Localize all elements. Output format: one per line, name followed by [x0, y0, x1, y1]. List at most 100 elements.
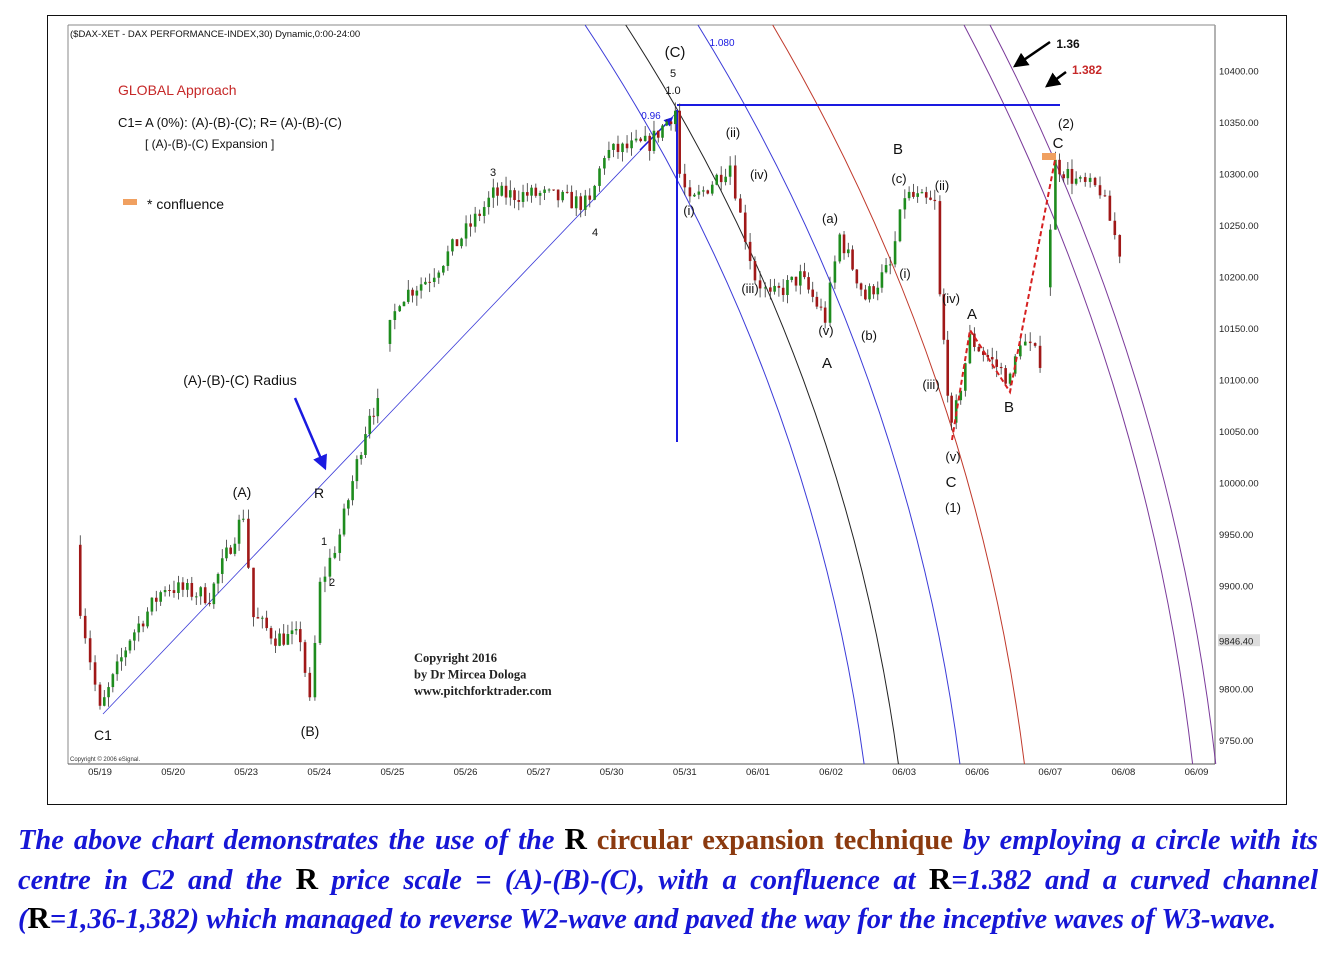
candle — [798, 271, 802, 286]
candle — [688, 187, 692, 197]
x-tick-label: 06/09 — [1185, 767, 1209, 778]
candle — [521, 192, 525, 202]
candle — [1078, 177, 1082, 179]
esignal-copyright: Copyright © 2006 eSignal. — [70, 756, 140, 763]
candle — [728, 165, 732, 177]
caption-text: The above chart demonstrates the use of … — [18, 825, 565, 856]
wave-label: 3 — [490, 167, 496, 179]
y-tick-label: 9800.00 — [1219, 685, 1253, 696]
candle — [933, 199, 937, 202]
candle — [252, 567, 255, 618]
wave-label: (iv) — [942, 291, 960, 306]
candle — [88, 638, 92, 663]
wave-label: (iii) — [922, 377, 939, 392]
candle — [893, 241, 897, 265]
candle — [233, 543, 237, 554]
x-tick-label: 06/08 — [1112, 767, 1136, 778]
candle — [561, 191, 564, 201]
y-tick-label: 10400.00 — [1219, 67, 1259, 78]
candle — [298, 629, 302, 643]
wave-label: R — [314, 485, 324, 501]
candle — [355, 459, 359, 482]
candle — [888, 264, 892, 266]
candle — [583, 195, 587, 210]
x-tick-label: 06/02 — [819, 767, 843, 778]
candle — [237, 519, 241, 544]
candle — [959, 390, 963, 401]
candle — [634, 138, 638, 141]
caption-text: =1.382 and a curved channel ( — [18, 864, 1319, 936]
candle — [973, 333, 976, 347]
wave-label: (iv) — [750, 167, 768, 182]
candle — [303, 642, 307, 673]
candle — [815, 296, 819, 307]
candle — [141, 623, 145, 627]
candle — [706, 190, 710, 194]
candle — [269, 628, 273, 639]
candle — [194, 596, 198, 598]
candle — [693, 194, 696, 197]
candle — [838, 234, 842, 262]
wave-label: 5 — [670, 68, 676, 80]
y-tick-label: 9846.40 — [1219, 637, 1253, 648]
candle — [748, 241, 752, 262]
dax-chart: ($DAX-XET - DAX PERFORMANCE-INDEX,30) Dy… — [67, 24, 1260, 778]
arrow-1-36 — [1012, 40, 1051, 68]
candle — [451, 239, 454, 252]
candle — [1066, 168, 1070, 179]
candle — [950, 395, 953, 423]
candle — [739, 198, 742, 213]
candle — [265, 617, 268, 629]
candle — [794, 276, 798, 286]
wave-label: (i) — [683, 203, 695, 218]
wave-label: (C) — [665, 44, 686, 61]
wave-label: A — [967, 306, 977, 323]
candle — [1118, 235, 1122, 257]
candle — [286, 634, 290, 645]
candle — [469, 223, 472, 227]
candle — [107, 687, 110, 698]
candle — [120, 657, 123, 662]
expansion-arc — [697, 24, 961, 765]
candle — [593, 185, 596, 200]
x-tick-label: 05/20 — [161, 767, 185, 778]
candle — [115, 661, 119, 675]
candle — [212, 583, 216, 605]
candle — [482, 207, 486, 216]
x-tick-label: 05/19 — [88, 767, 112, 778]
candle — [359, 455, 363, 460]
caption-r: R — [295, 860, 318, 896]
caption-text: price scale = (A)-(B)-(C), with a conflu… — [317, 864, 929, 896]
radius-line — [102, 111, 678, 715]
confluence-marker — [1042, 153, 1056, 160]
candle — [803, 271, 806, 278]
candle — [128, 640, 132, 651]
wave-label: 1 — [321, 536, 327, 548]
wave-label: C — [946, 474, 957, 491]
candle — [203, 587, 207, 604]
candle — [1004, 368, 1007, 384]
y-tick-label: 10300.00 — [1219, 170, 1259, 181]
candle — [159, 592, 162, 602]
wave-label: (B) — [301, 723, 320, 739]
candle — [847, 249, 850, 254]
x-tick-label: 05/25 — [381, 767, 405, 778]
candle — [724, 176, 727, 183]
candle — [1062, 174, 1066, 179]
x-tick-label: 06/01 — [746, 767, 770, 778]
candle — [216, 573, 220, 584]
abc-dashed-line — [951, 159, 1056, 441]
candle — [833, 261, 837, 283]
wave-label: B — [893, 141, 903, 158]
candle — [333, 552, 337, 558]
candle — [769, 287, 772, 292]
candle — [603, 158, 606, 169]
candle — [543, 189, 546, 193]
candle — [942, 294, 946, 340]
candle — [643, 135, 647, 142]
candle — [432, 277, 436, 283]
caption-r: R — [564, 821, 587, 856]
expansion-arc — [989, 24, 1217, 765]
candle — [168, 590, 171, 592]
confluence-swatch-icon — [123, 199, 137, 205]
